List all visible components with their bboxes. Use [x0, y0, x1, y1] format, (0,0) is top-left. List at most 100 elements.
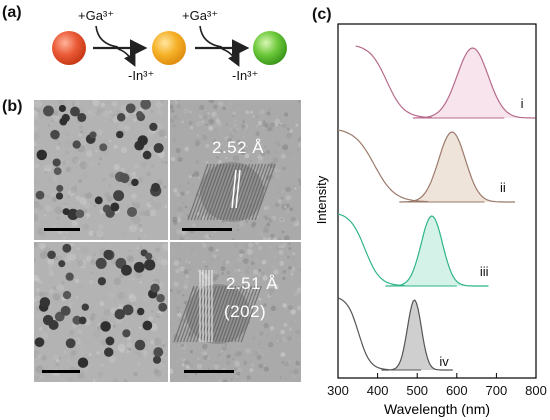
nanoparticle	[100, 321, 111, 332]
emission-fill-ii	[399, 132, 517, 202]
nanoparticle	[121, 264, 132, 276]
nanoparticle	[113, 190, 125, 202]
lattice-fringes	[170, 242, 301, 382]
nanoparticle	[119, 173, 130, 184]
panel-label-a: (a)	[2, 4, 22, 21]
lattice-fringes	[170, 100, 301, 240]
fringe-marker	[231, 169, 237, 209]
nanoparticle	[137, 307, 145, 316]
x-axis-label: Wavelength (nm)	[384, 401, 490, 417]
outgoing-arrow-2	[221, 48, 240, 67]
nanoparticle	[153, 143, 164, 154]
absorption-curve-i	[355, 45, 432, 119]
nanoparticle	[89, 131, 97, 139]
nanoparticle	[48, 319, 59, 330]
plot-frame	[337, 23, 537, 379]
nanoparticle	[145, 252, 153, 260]
tem-image-bottom-right: 2.51 Å (202)	[170, 242, 301, 382]
tem-image-top-left	[34, 100, 168, 240]
absorption-curve-iii	[337, 213, 405, 287]
nanoparticle	[99, 143, 108, 152]
emission-fill-iii	[385, 216, 489, 286]
nanoparticle	[151, 182, 161, 192]
nanoparticle	[105, 336, 115, 346]
nanoparticle	[126, 206, 138, 218]
scale-bar	[44, 228, 80, 231]
emission-curve-iv	[381, 299, 453, 371]
series-label-iii: iii	[480, 264, 489, 279]
nanoparticle	[75, 209, 85, 219]
nanoparticle	[152, 355, 162, 364]
nanoparticle	[131, 178, 139, 187]
nanoparticle	[43, 105, 54, 117]
nanoparticle	[133, 261, 145, 273]
x-tick-label: 400	[367, 383, 389, 398]
nanoparticle	[78, 316, 87, 325]
nanoparticle	[142, 150, 152, 160]
nanoparticle	[110, 202, 120, 212]
nanoparticle	[116, 112, 126, 122]
incoming-arrow-2	[199, 25, 223, 48]
lattice-spacing-top: 2.52 Å	[212, 138, 265, 157]
nanoparticle	[134, 339, 146, 351]
nanoparticle	[104, 347, 114, 357]
nanoparticle	[52, 158, 61, 167]
nanoparticle	[50, 129, 60, 140]
nanoparticle	[70, 106, 80, 117]
nanoparticle	[36, 149, 47, 161]
nanoparticle	[156, 293, 165, 303]
red-nanocrystal	[52, 31, 86, 65]
scale-bar	[42, 370, 80, 373]
nanoparticle	[116, 130, 124, 139]
x-tick-label: 500	[406, 383, 428, 398]
orange-nanocrystal	[152, 31, 186, 65]
nanoparticle	[35, 190, 45, 200]
nanoparticle	[77, 357, 89, 368]
nanoparticle	[125, 103, 136, 114]
nanoparticle	[65, 338, 76, 349]
series-label-i: i	[521, 96, 524, 111]
x-tick-label: 700	[486, 383, 508, 398]
nanoparticle	[72, 140, 81, 149]
x-tick-label: 600	[446, 383, 468, 398]
nanoparticle	[67, 208, 79, 221]
ga-label-1: +Ga³⁺	[78, 8, 114, 23]
panel-label-c: (c)	[312, 6, 332, 23]
tem-image-bottom-left	[34, 242, 168, 382]
x-tick-label: 800	[525, 383, 547, 398]
nanoparticle	[72, 315, 82, 325]
nanoparticle	[150, 283, 160, 293]
nanoparticle	[34, 337, 45, 348]
nanoparticle	[103, 249, 113, 260]
y-axis-label: Intensity	[314, 175, 329, 224]
nanoparticle	[55, 192, 64, 200]
nanoparticle	[149, 122, 158, 131]
incoming-arrow-1	[95, 25, 119, 48]
nanoparticle	[62, 208, 70, 216]
x-tick-label: 300	[327, 383, 349, 398]
nanoparticle	[136, 111, 144, 119]
nanoparticle	[153, 347, 164, 358]
nanoparticle	[58, 260, 66, 268]
emission-curve-iii	[385, 215, 489, 287]
nanoparticle	[59, 117, 68, 126]
nanoparticle	[144, 259, 156, 271]
tem-image-top-right: 2.52 Å	[170, 100, 301, 240]
nanoparticle	[114, 308, 126, 320]
nanoparticle	[94, 196, 103, 205]
nanoparticle	[81, 303, 89, 311]
green-nanocrystal	[253, 31, 287, 65]
nanoparticle	[60, 305, 71, 316]
nanoparticle	[62, 290, 72, 300]
emission-curve-ii	[399, 131, 515, 203]
absorption-curve-ii	[337, 129, 429, 203]
series-label-ii: ii	[500, 180, 506, 195]
nanoparticle-field	[34, 100, 168, 240]
nanoparticle	[105, 208, 115, 218]
panel-label-b: (b)	[2, 98, 23, 115]
scale-bar	[182, 228, 232, 231]
absorption-curve-iv	[337, 297, 389, 371]
lattice-spacing-bottom: 2.51 Å	[226, 274, 279, 293]
in-label-2: -In³⁺	[232, 68, 258, 83]
nanoparticle	[122, 304, 134, 316]
